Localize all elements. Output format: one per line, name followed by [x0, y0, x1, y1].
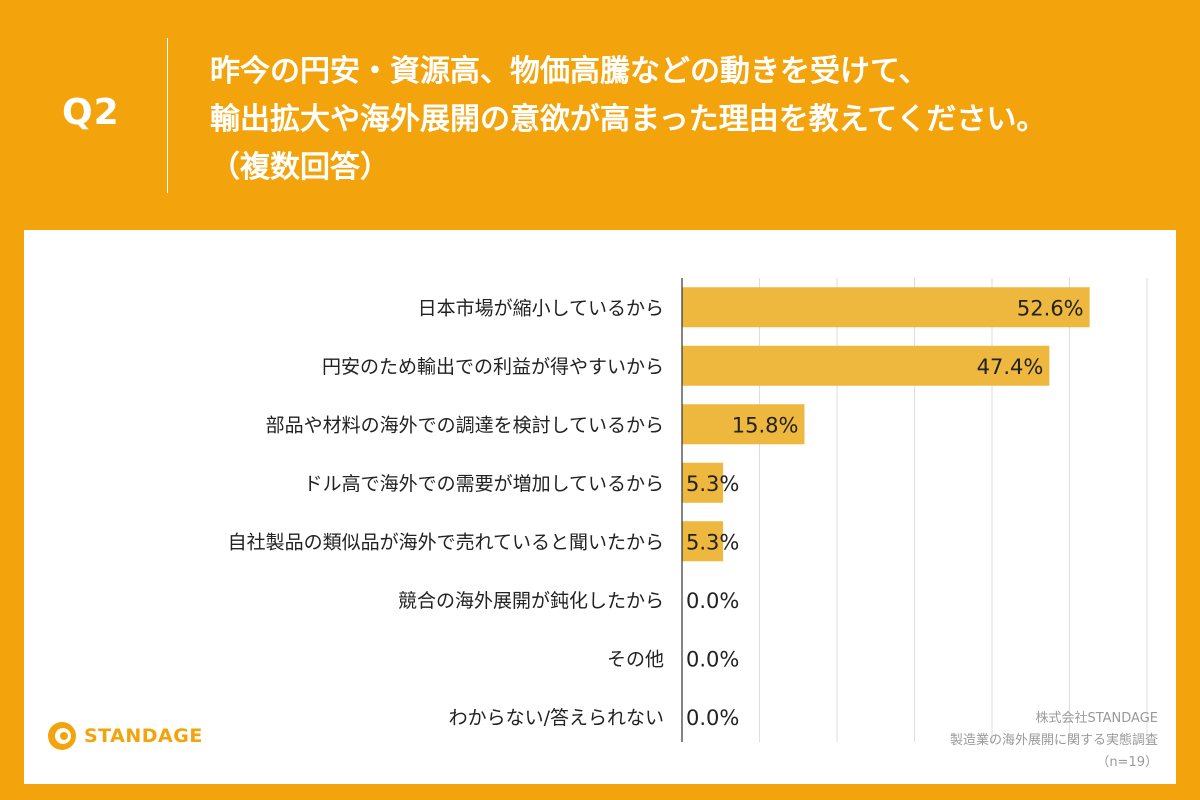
source-survey: 製造業の海外展開に関する実態調査 [949, 733, 1158, 748]
category-label-0: 日本市場が縮小しているから [418, 297, 664, 319]
value-label-1: 47.4% [977, 355, 1044, 379]
source-sample: （n=19） [1096, 755, 1158, 770]
bar-chart: 日本市場が縮小しているから 52.6% 円安のため輸出での利益が得やすいから 47.4… [228, 278, 1148, 742]
logo-wordmark: STANDAGE [84, 725, 203, 747]
category-label-2: 部品や材料の海外での調達を検討しているから [266, 414, 664, 436]
question-header: Q2 昨今の円安・資源高、物価高騰などの動きを受けて、 輸出拡大や海外展開の意欲… [0, 0, 1200, 230]
bar-4 [682, 521, 724, 562]
chart-panel: 日本市場が縮小しているから 52.6% 円安のため輸出での利益が得やすいから 47.4… [24, 230, 1176, 784]
category-label-5: 競合の海外展開が鈍化したから [398, 590, 664, 612]
value-label-7: 0.0% [686, 706, 739, 730]
header-divider [167, 38, 168, 193]
bar-0 [682, 287, 1090, 328]
value-label-5: 0.0% [686, 589, 739, 613]
value-label-6: 0.0% [686, 647, 739, 671]
value-label-3: 5.3% [686, 472, 739, 496]
value-label-2: 15.8% [732, 413, 799, 437]
category-label-4: 自社製品の類似品が海外で売れていると聞いたから [228, 531, 664, 553]
question-line-2: 輸出拡大や海外展開の意欲が高まった理由を教えてください。 [210, 102, 1047, 137]
question-line-1: 昨今の円安・資源高、物価高騰などの動きを受けて、 [210, 54, 929, 89]
category-label-1: 円安のため輸出での利益が得やすいから [322, 356, 664, 378]
bar-3 [682, 462, 724, 503]
category-label-3: ドル高で海外での需要が増加しているから [304, 473, 664, 495]
question-line-3: （複数回答） [210, 150, 390, 185]
question-number: Q2 [62, 92, 120, 133]
bar-2 [682, 404, 805, 445]
category-label-7: わからない/答えられない [449, 707, 664, 729]
standage-logo: STANDAGE [46, 716, 203, 756]
value-label-0: 52.6% [1017, 296, 1084, 320]
question-text: 昨今の円安・資源高、物価高騰などの動きを受けて、 輸出拡大や海外展開の意欲が高ま… [210, 48, 1180, 192]
bar-1 [682, 345, 1050, 386]
value-label-4: 5.3% [686, 530, 739, 554]
standage-logo-icon [48, 722, 76, 750]
source-note: 株式会社STANDAGE 製造業の海外展開に関する実態調査 （n=19） [858, 708, 1158, 774]
source-company: 株式会社STANDAGE [1035, 711, 1158, 726]
category-label-6: その他 [607, 648, 664, 670]
